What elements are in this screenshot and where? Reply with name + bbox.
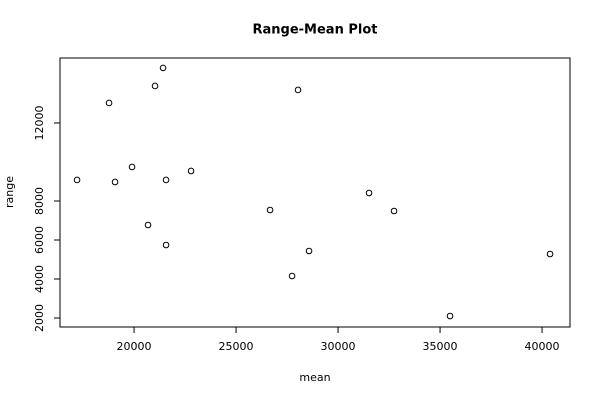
point	[144, 221, 152, 229]
point	[151, 82, 159, 90]
y-axis-label: range	[3, 176, 16, 208]
point	[73, 176, 81, 184]
x-tick-label: 20000	[117, 340, 152, 353]
point	[365, 189, 373, 197]
y-tick-label: 2000	[33, 304, 46, 332]
point	[294, 86, 302, 94]
x-tick-label: 25000	[219, 340, 254, 353]
point	[390, 207, 398, 215]
point	[111, 178, 119, 186]
point	[162, 241, 170, 249]
x-tick-label: 30000	[321, 340, 356, 353]
point	[159, 64, 167, 72]
point	[266, 206, 274, 214]
point	[446, 312, 454, 320]
x-tick-label: 35000	[423, 340, 458, 353]
x-axis-label: mean	[299, 371, 330, 384]
y-tick-label: 4000	[33, 265, 46, 293]
point	[128, 163, 136, 171]
chart-title: Range-Mean Plot	[253, 23, 378, 38]
y-tick-label: 6000	[33, 226, 46, 254]
point	[546, 250, 554, 258]
plot-box	[59, 57, 571, 328]
point	[288, 272, 296, 280]
y-tick-label: 12000	[33, 105, 46, 140]
point	[305, 247, 313, 255]
point	[162, 176, 170, 184]
point	[105, 99, 113, 107]
y-tick-label: 8000	[33, 187, 46, 215]
x-tick-label: 40000	[525, 340, 560, 353]
point	[187, 167, 195, 175]
